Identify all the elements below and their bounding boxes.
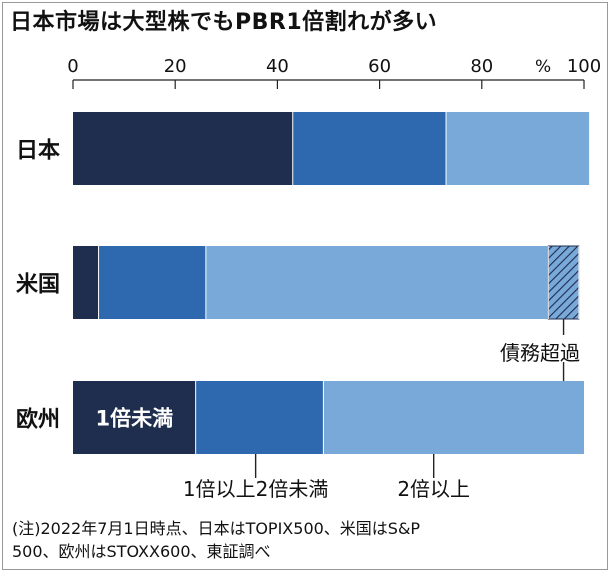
bar-segment [446, 112, 590, 185]
bar-segment [205, 246, 549, 319]
chart-title: 日本市場は大型株でもPBR1倍割れが多い [10, 10, 438, 35]
bars [73, 112, 590, 454]
chart-frame [2, 2, 608, 570]
x-tick-label: 40 [266, 56, 289, 77]
bar-segment [73, 381, 196, 454]
series-label-1x-to-2x: 1倍以上2倍未満 [183, 477, 328, 501]
bar-segment [292, 112, 447, 185]
bar-segment [195, 381, 324, 454]
category-label: 欧州 [16, 407, 60, 433]
series-labels: 1倍未満 1倍以上2倍未満 2倍以上 債務超過 [96, 319, 580, 501]
footnote-line-1: (注)2022年7月1日時点、日本はTOPIX500、米国はS&P [12, 519, 421, 538]
x-tick-label: 100 [567, 56, 601, 77]
category-label: 日本 [16, 139, 60, 164]
series-label-2x-or-more: 2倍以上 [397, 477, 470, 501]
bar-segment [323, 381, 584, 454]
footnote-line-2: 500、欧州はSTOXX600、東証調べ [12, 542, 271, 561]
series-label-negative-equity: 債務超過 [500, 341, 580, 365]
unit-label: % [535, 57, 551, 77]
x-tick-label: 80 [470, 56, 493, 77]
bar-segment [73, 112, 293, 185]
bar-segment [548, 246, 579, 319]
series-label-below-1x: 1倍未満 [96, 407, 174, 431]
category-label: 米国 [16, 273, 60, 298]
x-tick-label: 20 [164, 56, 187, 77]
x-tick-label: 60 [368, 56, 391, 77]
x-tick-label: 0 [67, 56, 78, 77]
bar-segment [98, 246, 206, 319]
bar-segment [73, 246, 99, 319]
